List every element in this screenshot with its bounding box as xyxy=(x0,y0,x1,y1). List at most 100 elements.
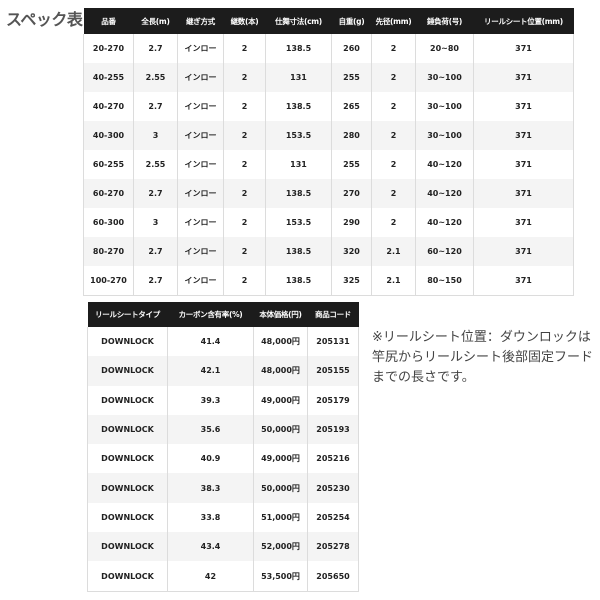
table-row: DOWNLOCK 43.4 52,000円 205278 xyxy=(87,532,359,562)
table-cell: 30~100 xyxy=(415,92,474,121)
table-cell: 255 xyxy=(331,150,372,179)
table-cell: 205230 xyxy=(307,473,359,503)
table-cell: 80~150 xyxy=(415,266,474,296)
table-cell: 205193 xyxy=(307,414,359,445)
table-cell: 20-270 xyxy=(83,34,134,63)
reel-seat-note: ※リールシート位置：ダウンロックは竿尻からリールシート後部固定フードまでの長さで… xyxy=(372,330,594,385)
table-cell: 260 xyxy=(331,34,372,63)
table-cell: 48,000円 xyxy=(253,327,308,357)
table-cell: 40~120 xyxy=(415,179,474,208)
price-table: リールシートタイプ カーボン含有率(%) 本体価格(円) 商品コード DOWNLOCK… xyxy=(87,302,359,592)
table-row: DOWNLOCK 38.3 50,000円 205230 xyxy=(87,473,359,503)
table-cell: 205179 xyxy=(307,385,359,415)
table-cell: 2.7 xyxy=(133,266,178,296)
table-cell: 30~100 xyxy=(415,121,474,150)
table-cell: 80-270 xyxy=(83,237,134,266)
table-cell: 39.3 xyxy=(167,385,254,415)
column-header: 品番 xyxy=(83,8,134,34)
table-cell: 2.7 xyxy=(133,34,178,63)
table-cell: 2 xyxy=(371,208,416,237)
table-cell: 2.1 xyxy=(371,266,416,296)
table-cell: DOWNLOCK xyxy=(87,327,168,357)
price-table-header: リールシートタイプ カーボン含有率(%) 本体価格(円) 商品コード xyxy=(87,302,359,327)
table-row: DOWNLOCK 35.6 50,000円 205193 xyxy=(87,414,359,445)
table-cell: 2 xyxy=(223,34,266,63)
table-cell: 40~120 xyxy=(415,150,474,179)
table-cell: 371 xyxy=(473,179,574,208)
table-row: 60-255 2.55 インロー 2 131 255 2 40~120 371 xyxy=(83,150,574,179)
table-cell: 138.5 xyxy=(265,266,332,296)
table-cell: 2 xyxy=(223,63,266,92)
table-row: DOWNLOCK 40.9 49,000円 205216 xyxy=(87,444,359,474)
table-cell: インロー xyxy=(177,34,224,63)
table-cell: 320 xyxy=(331,237,372,266)
table-cell: 371 xyxy=(473,237,574,266)
table-cell: 131 xyxy=(265,63,332,92)
table-cell: 2 xyxy=(371,121,416,150)
table-cell: DOWNLOCK xyxy=(87,473,168,503)
table-cell: 2 xyxy=(371,63,416,92)
table-cell: DOWNLOCK xyxy=(87,444,168,474)
table-cell: 205155 xyxy=(307,356,359,386)
table-cell: 51,000円 xyxy=(253,502,308,533)
table-row: DOWNLOCK 42.1 48,000円 205155 xyxy=(87,356,359,386)
table-cell: インロー xyxy=(177,121,224,150)
table-cell: 138.5 xyxy=(265,34,332,63)
table-cell: 2.7 xyxy=(133,179,178,208)
table-row: 60-270 2.7 インロー 2 138.5 270 2 40~120 371 xyxy=(83,179,574,208)
column-header: カーボン含有率(%) xyxy=(167,302,254,327)
table-cell: インロー xyxy=(177,237,224,266)
table-cell: 40-300 xyxy=(83,121,134,150)
table-cell: 2.7 xyxy=(133,92,178,121)
table-cell: 60-255 xyxy=(83,150,134,179)
table-cell: 2 xyxy=(223,179,266,208)
table-cell: DOWNLOCK xyxy=(87,414,168,445)
table-cell: 265 xyxy=(331,92,372,121)
table-cell: 290 xyxy=(331,208,372,237)
table-cell: 2.1 xyxy=(371,237,416,266)
column-header: リールシートタイプ xyxy=(87,302,168,327)
table-cell: 138.5 xyxy=(265,237,332,266)
table-row: DOWNLOCK 39.3 49,000円 205179 xyxy=(87,385,359,415)
table-cell: 153.5 xyxy=(265,121,332,150)
column-header: 錘負荷(号) xyxy=(415,8,474,34)
table-cell: DOWNLOCK xyxy=(87,356,168,386)
table-cell: 371 xyxy=(473,266,574,296)
table-row: 40-255 2.55 インロー 2 131 255 2 30~100 371 xyxy=(83,63,574,92)
table-cell: 43.4 xyxy=(167,532,254,562)
table-cell: 60-270 xyxy=(83,179,134,208)
column-header: 全長(m) xyxy=(133,8,178,34)
table-cell: 280 xyxy=(331,121,372,150)
table-cell: 40.9 xyxy=(167,444,254,474)
table-cell: 40-255 xyxy=(83,63,134,92)
table-cell: 371 xyxy=(473,150,574,179)
table-cell: 371 xyxy=(473,34,574,63)
table-cell: 2 xyxy=(371,34,416,63)
table-row: 20-270 2.7 インロー 2 138.5 260 2 20~80 371 xyxy=(83,34,574,63)
table-cell: インロー xyxy=(177,179,224,208)
table-cell: 49,000円 xyxy=(253,444,308,474)
spec-table-header: 品番 全長(m) 継ぎ方式 継数(本) 仕舞寸法(cm) 自重(g) 先径(mm) 錘負荷(号… xyxy=(83,8,574,34)
table-cell: インロー xyxy=(177,150,224,179)
table-cell: 35.6 xyxy=(167,414,254,445)
column-header: 商品コード xyxy=(307,302,359,327)
spec-table: 品番 全長(m) 継ぎ方式 継数(本) 仕舞寸法(cm) 自重(g) 先径(mm) 錘負荷(号… xyxy=(83,8,574,296)
table-row: 80-270 2.7 インロー 2 138.5 320 2.1 60~120 371 xyxy=(83,237,574,266)
table-cell: インロー xyxy=(177,92,224,121)
table-cell: 2 xyxy=(371,150,416,179)
table-cell: 138.5 xyxy=(265,179,332,208)
table-cell: 2 xyxy=(223,121,266,150)
table-cell: 131 xyxy=(265,150,332,179)
table-cell: 38.3 xyxy=(167,473,254,503)
table-cell: 60-300 xyxy=(83,208,134,237)
table-cell: 205278 xyxy=(307,532,359,562)
table-cell: 33.8 xyxy=(167,502,254,533)
table-cell: 2 xyxy=(223,92,266,121)
table-cell: DOWNLOCK xyxy=(87,385,168,415)
table-row: 100-270 2.7 インロー 2 138.5 325 2.1 80~150 371 xyxy=(83,266,574,296)
column-header: リールシート位置(mm) xyxy=(473,8,574,34)
table-cell: 50,000円 xyxy=(253,473,308,503)
table-cell: インロー xyxy=(177,63,224,92)
table-cell: 371 xyxy=(473,92,574,121)
table-cell: 138.5 xyxy=(265,92,332,121)
